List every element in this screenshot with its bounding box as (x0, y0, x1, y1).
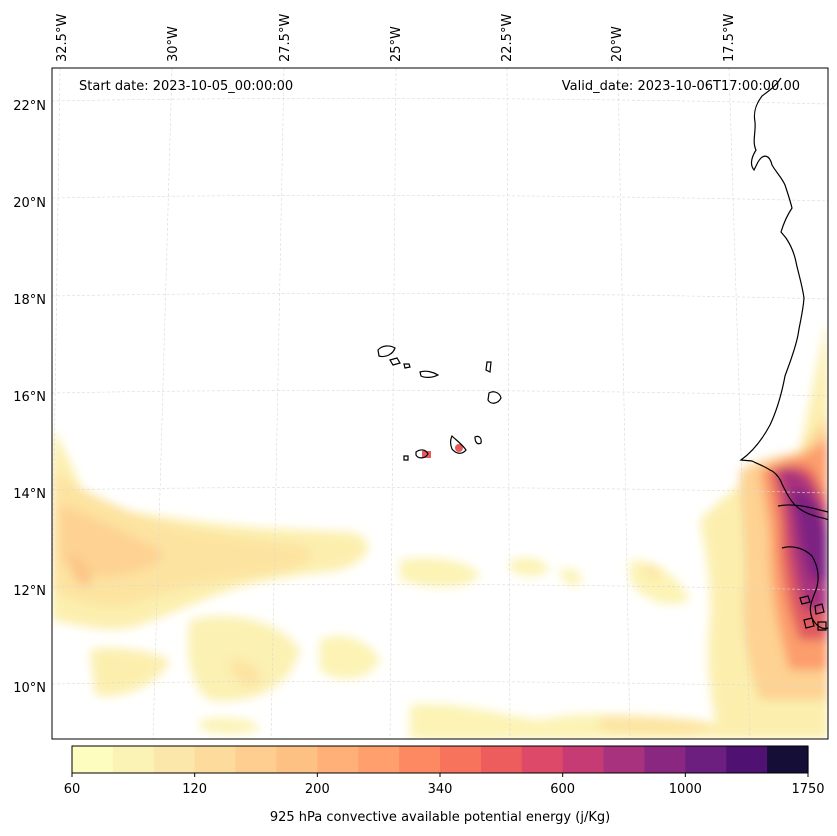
colorbar-swatch (767, 746, 809, 773)
guinea-bissau-coast (781, 546, 828, 630)
lon-label: 27.5°W (278, 14, 293, 62)
maio (474, 435, 482, 445)
lon-label: 32.5°W (55, 14, 70, 62)
colorbar-tick-label: 200 (305, 782, 330, 797)
colorbar-swatch (194, 746, 237, 773)
colorbar-title: 925 hPa convective available potential e… (270, 810, 610, 825)
colorbar-tick-label: 1000 (669, 782, 702, 797)
sao-vicente (389, 357, 401, 366)
colorbar-swatch (72, 746, 114, 773)
colorbar-swatch (562, 746, 605, 773)
bijagos-islands (799, 595, 827, 631)
colorbar-tick-label: 1750 (791, 782, 824, 797)
santa-luzia (403, 363, 411, 369)
lat-label: 10°N (13, 681, 46, 696)
colorbar-swatch (153, 746, 196, 773)
colorbar-tick-label: 120 (182, 782, 207, 797)
sal (485, 361, 492, 373)
colorbar-ticks: 60 120 200 340 600 1000 1750 (64, 773, 825, 797)
brava (403, 455, 409, 461)
lat-label: 16°N (13, 390, 46, 405)
lat-label: 22°N (13, 99, 46, 114)
colorbar-swatch (521, 746, 564, 773)
start-date: Start date: 2023-10-05_00:00:00 (79, 79, 293, 94)
colorbar-swatch (726, 746, 768, 773)
colorbar-tick-label: 60 (64, 782, 81, 797)
colorbar-swatch (644, 746, 686, 773)
colorbar-swatch (276, 746, 318, 773)
africa-coastline (739, 77, 828, 521)
lon-label: 22.5°W (500, 14, 515, 62)
longitude-labels: 32.5°W 30°W 27.5°W 25°W 22.5°W 20°W 17.5… (55, 14, 737, 62)
lat-label: 12°N (13, 584, 46, 599)
lon-label: 20°W (610, 26, 625, 62)
colorbar: 60 120 200 340 600 1000 1750 925 hPa convectiv… (64, 745, 825, 825)
colorbar-tick-label: 340 (428, 782, 453, 797)
colorbar-swatch (399, 746, 441, 773)
santiago (449, 434, 467, 454)
colorbar-swatch (235, 746, 278, 773)
colorbar-swatch (480, 746, 523, 773)
colorbar-swatch (317, 746, 359, 773)
colorbar-swatch (603, 746, 646, 773)
lon-label: 25°W (389, 26, 404, 62)
sao-nicolau (419, 370, 440, 378)
gambia-coast (777, 504, 828, 513)
coastlines (377, 77, 828, 631)
colorbar-swatch (440, 746, 482, 773)
lat-label: 20°N (13, 196, 46, 211)
map-panel (52, 68, 828, 739)
santo-antao (377, 345, 396, 358)
map-frame (51, 67, 829, 740)
colorbar-swatches (72, 746, 809, 773)
fogo (415, 449, 429, 459)
colorbar-tick-label: 600 (550, 782, 575, 797)
colorbar-swatch (358, 746, 400, 773)
lon-label: 30°W (166, 26, 181, 62)
lon-label: 17.5°W (722, 14, 737, 62)
colorbar-swatch (112, 746, 155, 773)
boa-vista (487, 391, 502, 404)
lat-label: 18°N (13, 293, 46, 308)
gridlines (52, 68, 828, 739)
colorbar-swatch (685, 746, 727, 773)
lat-label: 14°N (13, 487, 46, 502)
valid-date: Valid_date: 2023-10-06T17:00:00.00 (562, 79, 800, 94)
latitude-labels: 22°N 20°N 18°N 16°N 14°N 12°N 10°N (13, 99, 46, 696)
